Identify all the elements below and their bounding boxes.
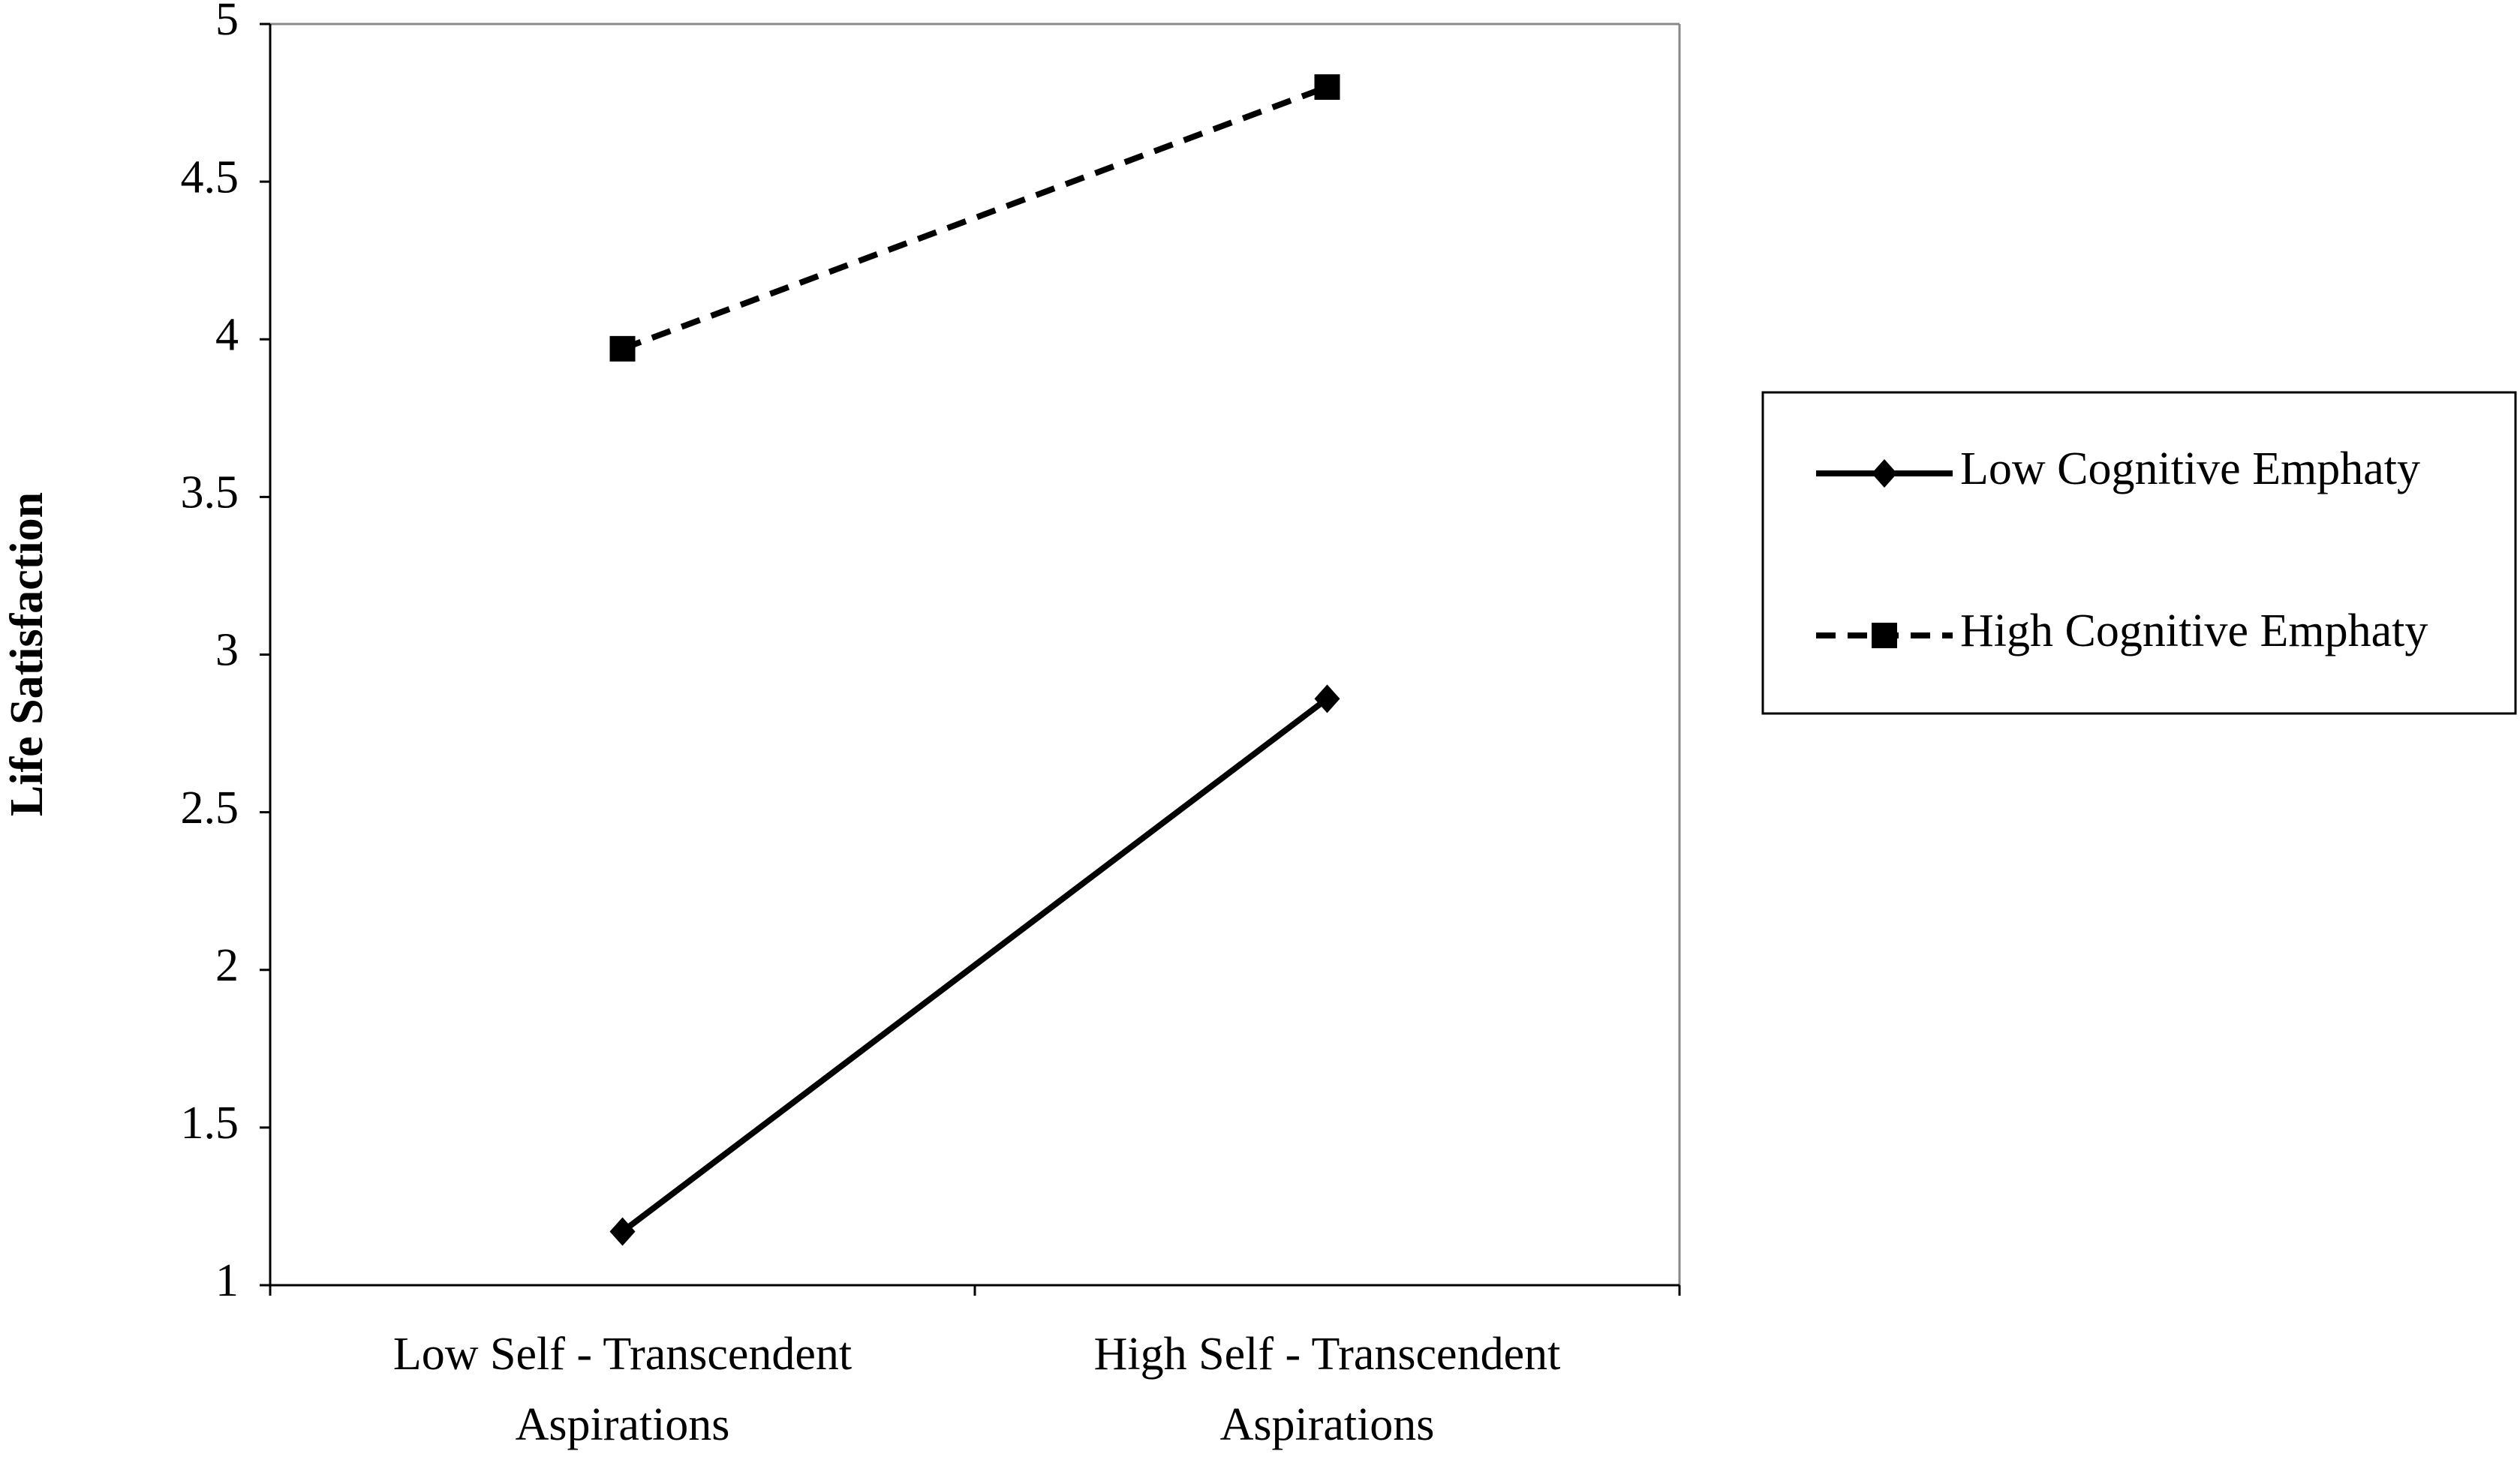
legend-label: High Cognitive Emphaty (1960, 605, 2428, 656)
legend-marker (1872, 459, 1897, 488)
y-tick-label: 2.5 (181, 783, 239, 834)
y-tick-label: 3.5 (181, 467, 239, 518)
x-tick-label: Aspirations (1220, 1399, 1435, 1450)
x-tick-label: High Self - Transcendent (1094, 1329, 1561, 1380)
data-point (609, 1217, 636, 1246)
y-tick-label: 2 (215, 940, 239, 991)
data-point (1314, 684, 1340, 713)
y-tick-label: 5 (215, 0, 239, 45)
series-line (621, 84, 1328, 352)
legend-marker (1872, 623, 1897, 648)
legend-label: Low Cognitive Emphaty (1960, 443, 2420, 494)
data-point (609, 335, 636, 362)
y-axis-title: Life Satisfaction (2, 492, 53, 816)
series-line (621, 696, 1329, 1234)
legend-box (1761, 391, 2517, 715)
y-tick-label: 4.5 (181, 152, 239, 203)
data-point (1314, 74, 1340, 101)
y-tick-label: 1.5 (181, 1098, 239, 1149)
y-tick-label: 3 (215, 625, 239, 676)
y-tick-label: 4 (215, 309, 239, 360)
x-tick-label: Low Self - Transcendent (393, 1329, 852, 1380)
x-tick-label: Aspirations (516, 1399, 730, 1450)
y-tick-label: 1 (215, 1255, 239, 1306)
